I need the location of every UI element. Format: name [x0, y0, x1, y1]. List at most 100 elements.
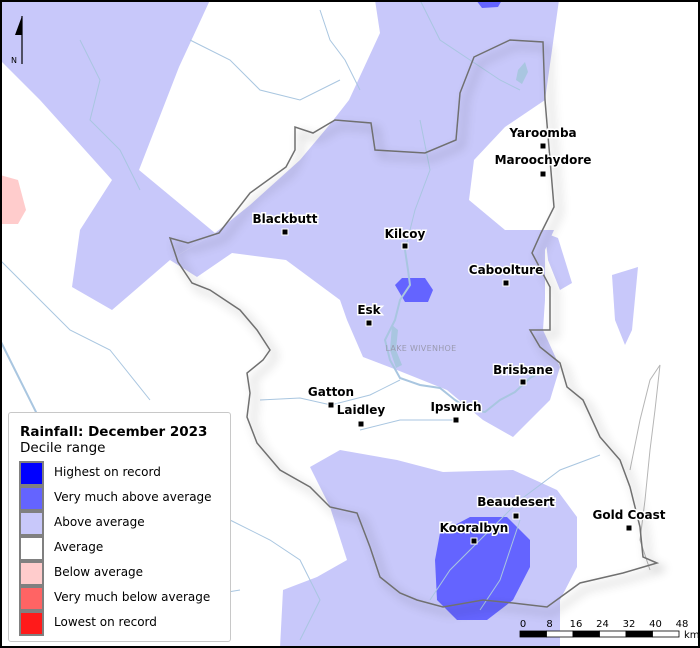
legend-item: Above average [19, 511, 224, 536]
above-average-regions [0, 0, 638, 648]
town-marker [357, 420, 365, 428]
town-marker [327, 401, 335, 409]
legend-swatch [19, 511, 44, 536]
town-marker [470, 537, 478, 545]
above-average-west-band [0, 0, 215, 310]
southwest-creek [229, 519, 321, 641]
legend-label: Very much below average [54, 590, 211, 604]
legend-swatch [19, 611, 44, 636]
town-esk: Esk [356, 302, 383, 327]
below-average-region [0, 175, 26, 224]
legend: Rainfall: December 2023 Decile range Hig… [8, 412, 231, 642]
very-much-above-average-kilcoy [395, 278, 433, 302]
scale-tick-label: 32 [623, 619, 636, 630]
town-label: Gatton [308, 385, 354, 399]
town-label: Brisbane [493, 363, 553, 377]
above-average-island [612, 267, 638, 345]
very-much-above-average-kooralbyn [435, 517, 530, 620]
town-brisbane: Brisbane [492, 362, 554, 386]
legend-swatch [19, 536, 44, 561]
town-label: Kooralbyn [440, 521, 509, 535]
town-label: Esk [357, 303, 381, 317]
mary-river [419, 0, 521, 91]
legend-item: Very much above average [19, 486, 224, 511]
legend-label: Above average [54, 515, 145, 529]
north-arrow-head-icon [15, 16, 22, 35]
scale-tick-label: 8 [546, 619, 552, 630]
town-ipswich: Ipswich [429, 399, 483, 424]
scale-tick-label: 24 [596, 619, 609, 630]
town-marker [539, 142, 547, 150]
scale-segment [546, 630, 574, 638]
legend-item: Highest on record [19, 461, 224, 486]
scale-segment [599, 630, 627, 638]
town-kilcoy: Kilcoy [383, 226, 427, 250]
scale-segment [652, 630, 680, 638]
legend-label: Lowest on record [54, 615, 157, 629]
town-marker [512, 512, 520, 520]
scale-tick-label: 40 [649, 619, 662, 630]
town-label: Kilcoy [385, 227, 426, 241]
north-label: N [11, 56, 17, 65]
town-label: Maroochydore [495, 153, 592, 167]
brisbane-river [383, 249, 546, 414]
town-maroochydore: Maroochydore [493, 152, 593, 178]
lake-wivenhoe [390, 325, 402, 368]
lakes [390, 62, 528, 368]
legend-item: Lowest on record [19, 611, 224, 636]
western-creek [79, 39, 141, 191]
town-label: Gold Coast [592, 508, 665, 522]
legend-swatch [19, 561, 44, 586]
town-caboolture: Caboolture [467, 262, 545, 287]
scale-tick-label: 16 [570, 619, 583, 630]
town-label: Blackbutt [252, 212, 317, 226]
albert-river [479, 519, 521, 611]
legend-item: Very much below average [19, 586, 224, 611]
town-marker [365, 319, 373, 327]
stanley-river [404, 119, 431, 251]
legend-label: Highest on record [54, 465, 161, 479]
legend-title: Rainfall: December 2023 [20, 424, 208, 440]
scale-tick-label: 0 [520, 619, 526, 630]
coastline [629, 364, 661, 571]
very-much-above-average-regions [395, 0, 530, 620]
northern-creek-2 [319, 9, 361, 91]
town-marker [625, 524, 633, 532]
legend-swatch [19, 486, 44, 511]
town-marker [539, 170, 547, 178]
legend-label: Average [54, 540, 104, 554]
town-label: Ipswich [430, 400, 481, 414]
legend-label: Below average [54, 565, 144, 579]
town-beaudesert: Beaudesert [476, 494, 557, 520]
town-marker [281, 228, 289, 236]
town-kooralbyn: Kooralbyn [438, 520, 510, 545]
very-much-above-average-north [476, 0, 502, 8]
legend-swatch [19, 586, 44, 611]
bremer-river [359, 419, 456, 431]
condamine-creek [0, 259, 151, 401]
town-yaroomba: Yaroomba [507, 125, 578, 150]
above-average-central [170, 0, 560, 437]
legend-swatch [19, 461, 44, 486]
logan-river [429, 454, 601, 601]
town-marker [452, 416, 460, 424]
town-gold-coast: Gold Coast [591, 507, 667, 532]
lake-weyba [516, 62, 528, 84]
town-label: Yaroomba [508, 126, 576, 140]
northern-creek [189, 39, 341, 101]
town-laidley: Laidley [335, 402, 387, 428]
scale-segment [572, 630, 600, 638]
scale-tick-label: 48 [676, 619, 689, 630]
legend-item: Average [19, 536, 224, 561]
above-average-coast-strip [545, 233, 572, 290]
town-gatton: Gatton [306, 384, 356, 409]
legend-subtitle: Decile range [20, 440, 106, 456]
town-label: Caboolture [469, 263, 543, 277]
town-marker [401, 242, 409, 250]
lake-wivenhoe-label: LAKE WIVENHOE [385, 344, 456, 353]
legend-label: Very much above average [54, 490, 212, 504]
scale-segment [519, 630, 547, 638]
catchment-boundary [168, 39, 660, 608]
